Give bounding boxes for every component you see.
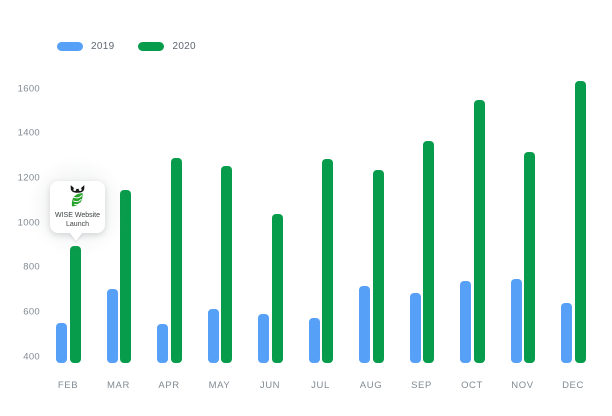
- x-tick-label-APR: APR: [158, 380, 180, 391]
- bar-2020-MAR[interactable]: [120, 190, 131, 363]
- bar-2020-JUN[interactable]: [271, 213, 283, 363]
- bar-2019-SEP[interactable]: [409, 293, 421, 363]
- bar-2020-JUL[interactable]: [322, 158, 333, 363]
- bar-2019-JUN[interactable]: [258, 314, 269, 363]
- bar-2020-SEP[interactable]: [423, 141, 434, 363]
- annotation-pointer: [69, 232, 83, 241]
- y-tick-label-400: 400: [23, 351, 40, 363]
- bar-2019-AUG[interactable]: [359, 286, 370, 363]
- y-tick-label-600: 600: [23, 306, 40, 318]
- bar-2019-DEC[interactable]: [561, 303, 572, 363]
- x-tick-label-JUL: JUL: [311, 380, 330, 391]
- bar-2020-APR[interactable]: [170, 157, 182, 363]
- x-tick-label-SEP: SEP: [411, 380, 432, 391]
- legend-swatch-2020: [138, 42, 165, 51]
- bar-2019-OCT[interactable]: [460, 280, 471, 363]
- annotation-line1: WISE Website: [55, 212, 100, 219]
- annotation-text: WISE Website Launch: [55, 211, 100, 229]
- legend-item-2020[interactable]: 2020: [138, 41, 196, 52]
- owl-leaf-icon: [70, 185, 85, 207]
- legend-item-2019[interactable]: 2019: [57, 41, 114, 52]
- legend-label: 2019: [91, 41, 115, 52]
- y-tick-label-1200: 1200: [17, 172, 40, 184]
- chart-legend: 2019 2020: [57, 41, 196, 52]
- annotation-card[interactable]: WISE Website Launch: [50, 181, 105, 233]
- x-tick-label-OCT: OCT: [461, 380, 483, 391]
- y-tick-label-1000: 1000: [2, 217, 40, 228]
- bar-2019-APR[interactable]: [157, 324, 168, 363]
- y-tick-label-1400: 1400: [17, 127, 40, 139]
- x-tick-label-JUN: JUN: [259, 380, 281, 391]
- bar-2019-NOV[interactable]: [510, 278, 522, 363]
- annotation-line2: Launch: [66, 221, 89, 228]
- x-tick-label-FEB: FEB: [57, 380, 79, 391]
- legend-swatch-2019: [57, 42, 83, 51]
- x-tick-label-MAY: MAY: [208, 380, 231, 391]
- bar-2020-FEB[interactable]: [69, 246, 81, 363]
- y-tick-label-800: 800: [23, 261, 40, 273]
- bar-2019-MAR[interactable]: [106, 288, 118, 363]
- y-tick-label-1600: 1600: [17, 83, 40, 95]
- x-tick-label-NOV: NOV: [511, 380, 534, 391]
- bar-2020-DEC[interactable]: [574, 80, 586, 363]
- bar-2020-MAY[interactable]: [221, 165, 232, 363]
- x-tick-label-DEC: DEC: [562, 380, 584, 391]
- bar-2019-MAY[interactable]: [207, 308, 219, 363]
- bar-2020-OCT[interactable]: [473, 99, 485, 363]
- x-tick-label-MAR: MAR: [107, 380, 130, 391]
- bar-2019-FEB[interactable]: [56, 323, 67, 363]
- bar-2019-JUL[interactable]: [308, 317, 320, 363]
- legend-label: 2020: [172, 41, 196, 52]
- x-tick-label-AUG: AUG: [359, 380, 383, 391]
- bar-2020-AUG[interactable]: [372, 170, 384, 363]
- bar-2020-NOV[interactable]: [524, 152, 535, 363]
